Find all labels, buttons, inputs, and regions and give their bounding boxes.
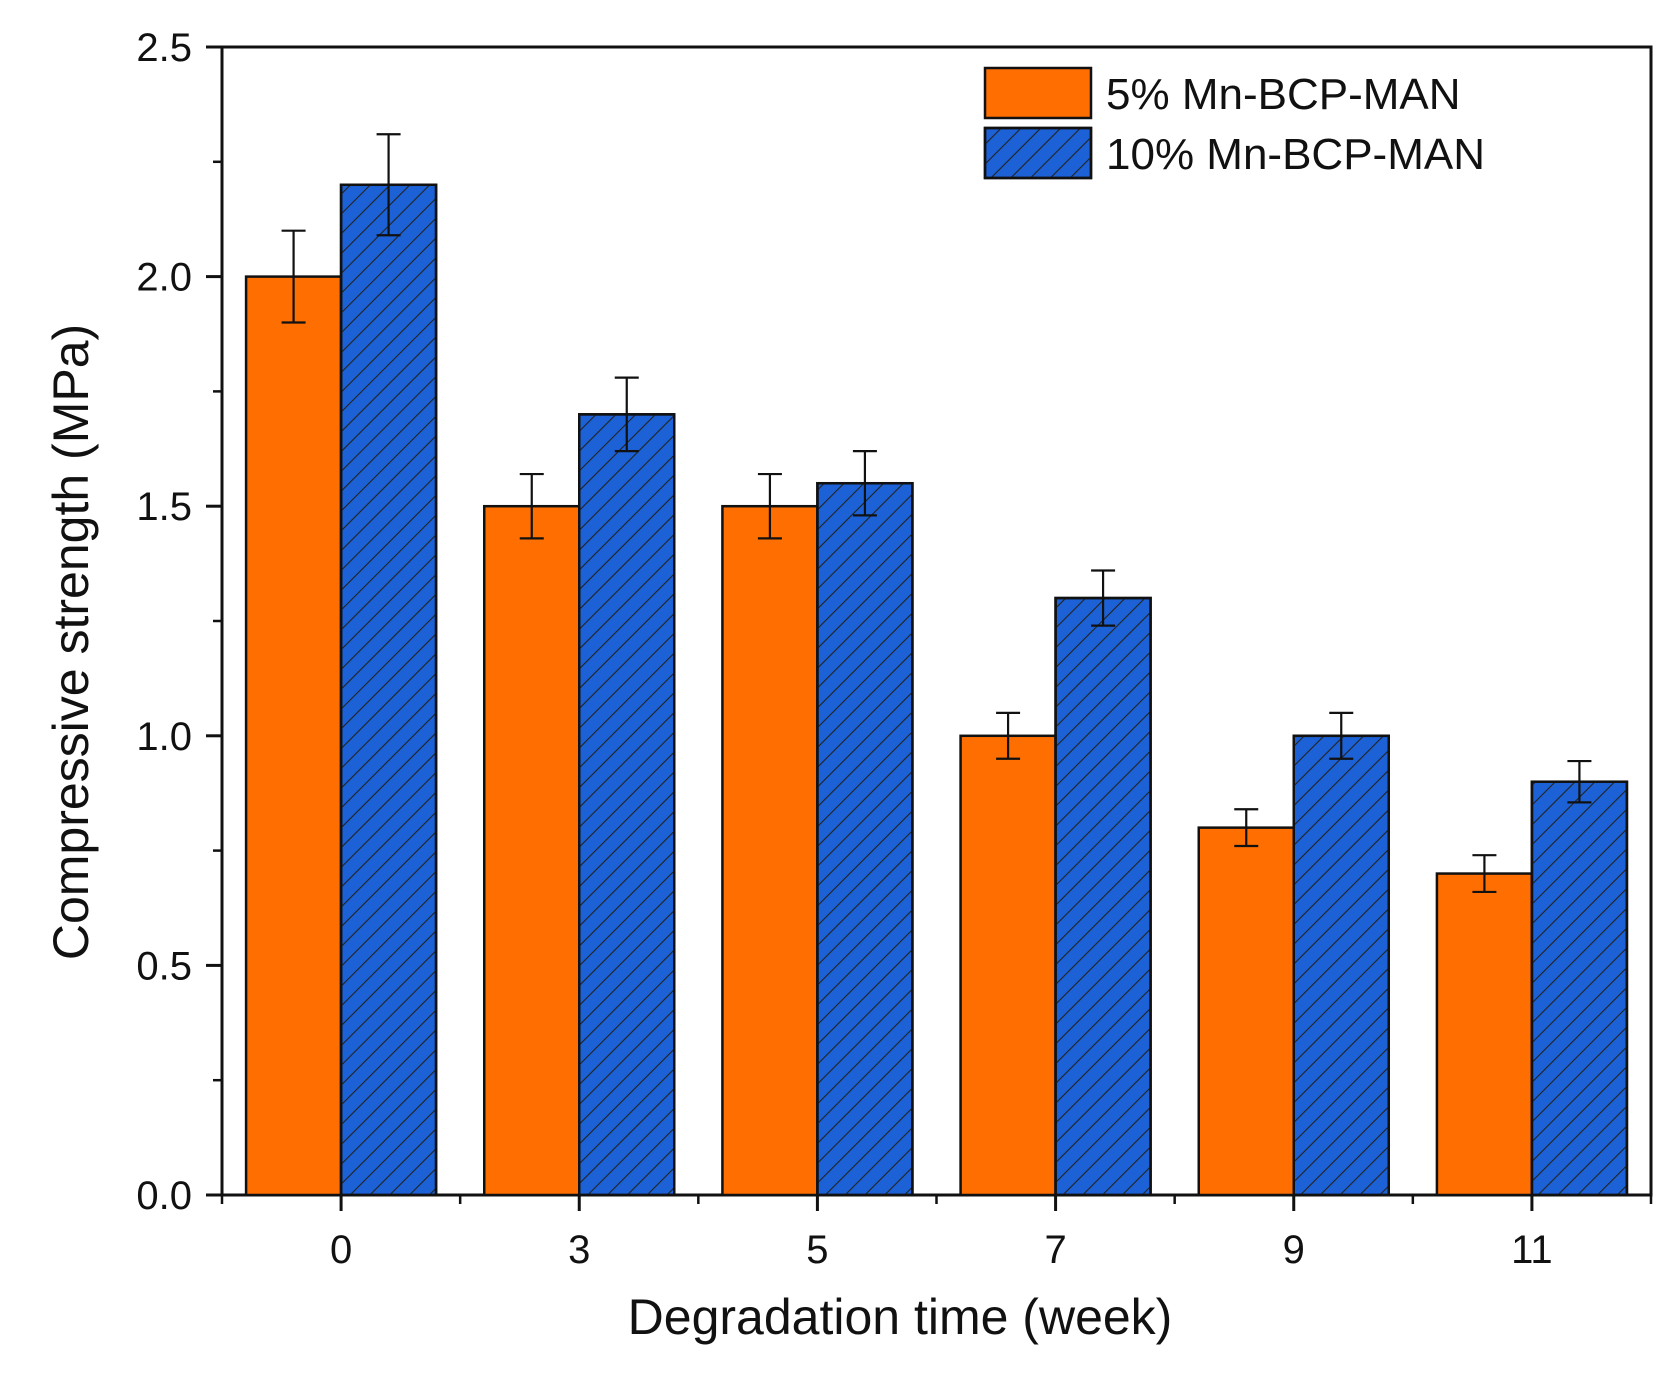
error-bar-mn5-week-0 [281, 229, 306, 324]
error-bar-mn10-week-0 [376, 133, 401, 237]
x-tick-label: 0 [330, 1228, 352, 1272]
y-tick-label: 1.5 [136, 485, 192, 529]
error-bar-mn10-week-11 [1567, 759, 1592, 804]
y-tick-label: 1.0 [136, 715, 192, 759]
y-tick-label: 2.5 [136, 26, 192, 70]
x-tick-label: 5 [806, 1228, 828, 1272]
legend-swatch-0 [983, 66, 1093, 120]
y-tick-label: 0.5 [136, 944, 192, 988]
x-tick-label: 11 [1511, 1228, 1553, 1272]
bar-mn5-week-5 [721, 504, 819, 1197]
bar-mn5-week-3 [483, 504, 581, 1197]
error-bars [281, 133, 1592, 894]
y-tick-label: 2.0 [136, 256, 192, 300]
error-bar-mn10-week-7 [1091, 569, 1116, 627]
error-bar-mn10-week-5 [852, 449, 877, 517]
error-bar-mn5-week-5 [757, 472, 782, 540]
y-axis-title: Compressive strength (MPa) [43, 324, 99, 960]
legend-label-0: 5% Mn-BCP-MAN [1106, 70, 1461, 119]
x-tick-label: 9 [1283, 1228, 1305, 1272]
bar-hatch-week-9 [1292, 734, 1390, 1197]
x-tick-label: 7 [1044, 1228, 1066, 1272]
bar-mn5-week-7 [959, 734, 1057, 1197]
error-bar-mn10-week-9 [1329, 711, 1354, 760]
bar-mn5-week-0 [244, 275, 343, 1197]
bar-mn5-week-9 [1197, 826, 1295, 1197]
bar-hatch-week-5 [816, 481, 914, 1197]
axes: 0.0 0.5 1.0 1.5 2.0 2.5 0 3 5 7 9 11 [136, 26, 1653, 1272]
error-bar-mn5-week-7 [996, 711, 1021, 760]
bar-hatch-week-11 [1530, 780, 1629, 1197]
x-axis-title: Degradation time (week) [628, 1289, 1173, 1345]
bar-hatch-week-3 [578, 413, 676, 1197]
legend-label-1: 10% Mn-BCP-MAN [1106, 130, 1485, 179]
bars [244, 183, 1629, 1197]
x-tick-label: 3 [568, 1228, 590, 1272]
legend-swatch-1-hatch [983, 126, 1093, 180]
error-bar-mn5-week-9 [1234, 808, 1259, 848]
error-bar-mn5-week-3 [519, 472, 544, 540]
error-bar-mn5-week-11 [1472, 854, 1497, 894]
bar-hatch-week-0 [339, 183, 438, 1197]
error-bar-mn10-week-3 [614, 376, 639, 453]
legend: 5% Mn-BCP-MAN 10% Mn-BCP-MAN [983, 66, 1485, 180]
bar-mn5-week-11 [1435, 872, 1534, 1197]
y-tick-label: 0.0 [136, 1174, 192, 1218]
bar-hatch-week-7 [1054, 596, 1152, 1197]
